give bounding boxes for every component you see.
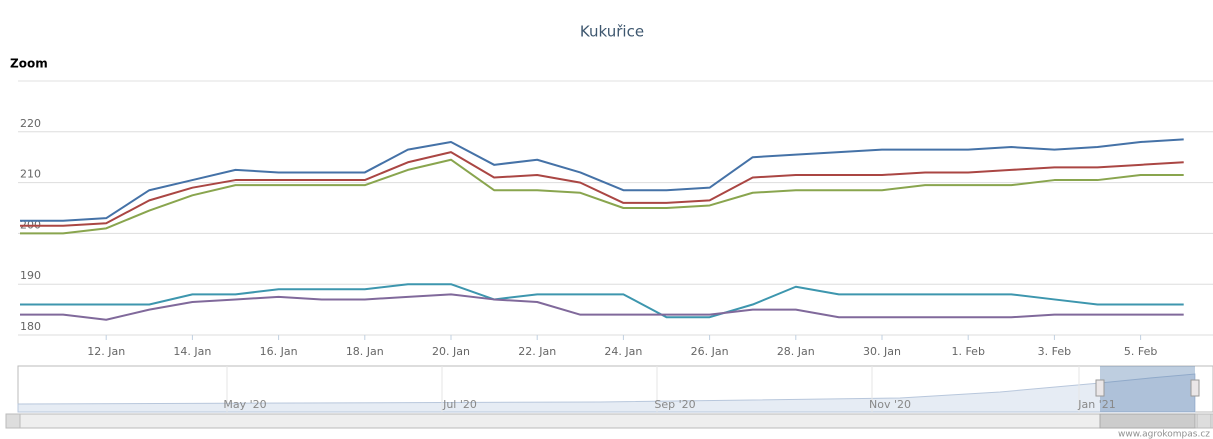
- scrollbar-thumb[interactable]: [1099, 413, 1196, 429]
- navigator-label: May '20: [223, 398, 266, 411]
- credit: www.agrokompas.cz: [1118, 430, 1210, 439]
- x-tick-label: 5. Feb: [1124, 345, 1157, 358]
- series-line: [20, 158, 1184, 235]
- y-tick-label: 180: [20, 320, 41, 333]
- y-tick-label: 190: [20, 269, 41, 282]
- x-tick-label: 3. Feb: [1038, 345, 1071, 358]
- x-tick-label: 14. Jan: [173, 345, 211, 358]
- navigator-selection[interactable]: [1100, 366, 1195, 412]
- x-tick-label: 18. Jan: [346, 345, 384, 358]
- x-tick-label: 30. Jan: [863, 345, 901, 358]
- zoom-label: Zoom: [10, 57, 48, 71]
- x-tick-label: 22. Jan: [518, 345, 556, 358]
- series-line: [20, 283, 1184, 319]
- series-line: [20, 293, 1184, 321]
- scroll-left-button[interactable]: [5, 413, 21, 429]
- navigator-label: Jan '21: [1077, 398, 1115, 411]
- x-tick-label: 12. Jan: [87, 345, 125, 358]
- scroll-right-button[interactable]: [1196, 413, 1212, 429]
- x-tick-label: 24. Jan: [604, 345, 642, 358]
- y-tick-label: 220: [20, 117, 41, 130]
- scrollbar-track[interactable]: [5, 413, 1213, 429]
- x-tick-label: 26. Jan: [691, 345, 729, 358]
- series-line: [20, 138, 1184, 222]
- x-tick-label: 20. Jan: [432, 345, 470, 358]
- navigator[interactable]: [5, 365, 1213, 429]
- navigator-label: Jul '20: [442, 398, 477, 411]
- navigator-label: Sep '20: [654, 398, 695, 411]
- y-tick-label: 210: [20, 168, 41, 181]
- x-tick-label: 16. Jan: [260, 345, 298, 358]
- x-tick-label: 28. Jan: [777, 345, 815, 358]
- x-tick-label: 1. Feb: [951, 345, 984, 358]
- navigator-handle[interactable]: [1190, 379, 1200, 397]
- navigator-handle[interactable]: [1095, 379, 1105, 397]
- navigator-label: Nov '20: [869, 398, 911, 411]
- chart-title: Kukuřice: [580, 23, 644, 41]
- series-line: [20, 151, 1184, 227]
